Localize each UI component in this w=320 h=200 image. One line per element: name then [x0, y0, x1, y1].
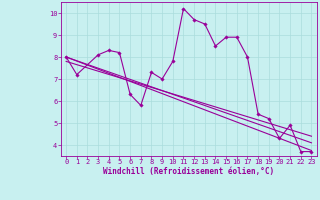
X-axis label: Windchill (Refroidissement éolien,°C): Windchill (Refroidissement éolien,°C) — [103, 167, 274, 176]
